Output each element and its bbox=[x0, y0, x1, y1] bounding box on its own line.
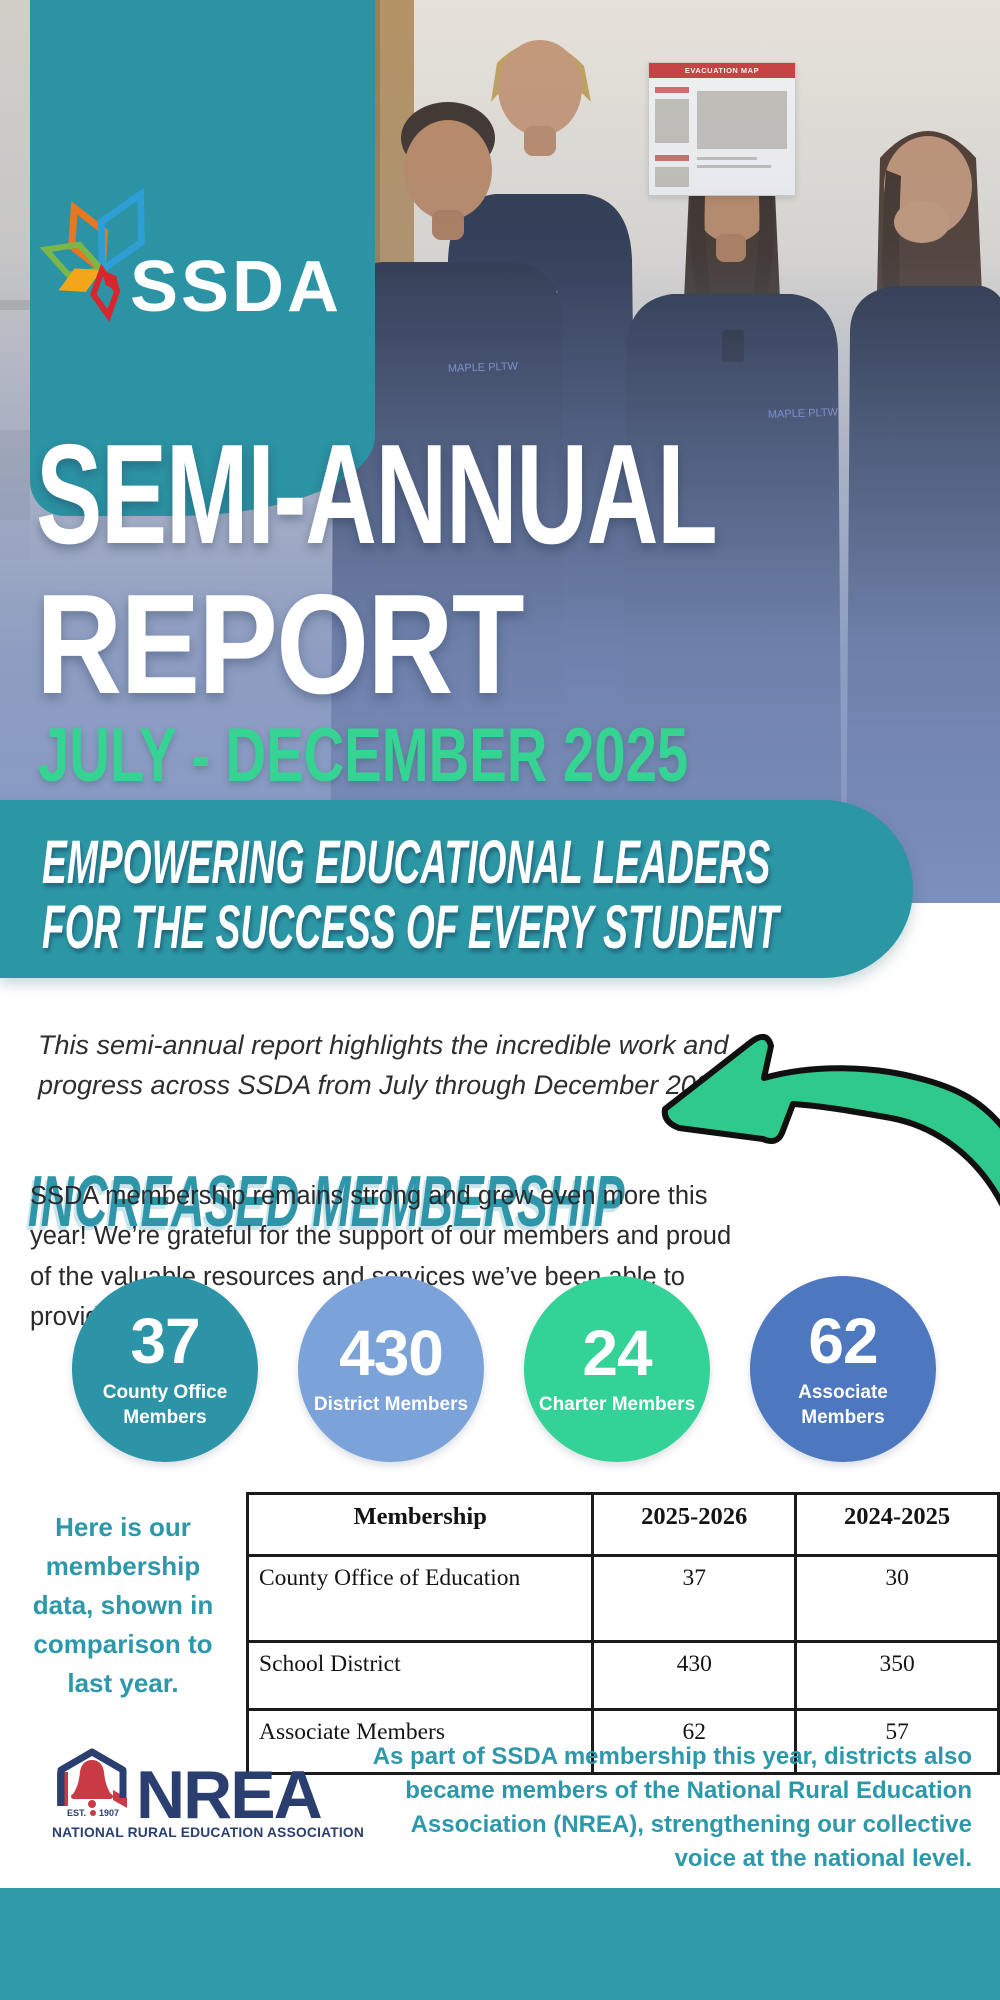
table-row: School District 430 350 bbox=[245, 1640, 1000, 1711]
stat-value: 24 bbox=[582, 1317, 652, 1389]
table-header-2025-2026: 2025-2026 bbox=[591, 1492, 798, 1557]
ssda-logo-box: SSDA bbox=[30, 0, 375, 516]
stat-circle-associate: 62 Associate Members bbox=[750, 1276, 936, 1462]
nrea-membership-note: As part of SSDA membership this year, di… bbox=[372, 1743, 972, 1872]
membership-side-note: Here is our membership data, shown in co… bbox=[32, 1512, 214, 1698]
stat-label: Charter Members bbox=[538, 1394, 696, 1415]
nrea-bell-icon: EST. 1907 bbox=[57, 1748, 127, 1818]
nrea-est-label: EST. bbox=[67, 1808, 86, 1818]
section-heading-increased-membership: INCREASED MEMBERSHIP bbox=[28, 1161, 625, 1242]
ssda-flower-icon bbox=[40, 187, 145, 322]
table-cell: 62 bbox=[591, 1708, 798, 1775]
nrea-full-name: NATIONAL RURAL EDUCATION ASSOCIATION bbox=[52, 1825, 365, 1840]
stat-value: 37 bbox=[130, 1304, 200, 1377]
intro-paragraph: This semi-annual report highlights the i… bbox=[38, 1030, 734, 1100]
report-date-range: JULY - DECEMBER 2025 bbox=[38, 713, 689, 798]
table-row: Associate Members 62 57 bbox=[245, 1708, 1000, 1775]
table-header-2024-2025: 2024-2025 bbox=[794, 1492, 1000, 1557]
table-cell: 350 bbox=[794, 1640, 1000, 1711]
nrea-acronym: NREA bbox=[136, 1757, 323, 1833]
footer-bar: WWW.SSDA.ORG E3 FORUM -ENGAGE - EMPOWER … bbox=[0, 1888, 1000, 2000]
stat-circle-charter: 24 Charter Members bbox=[524, 1276, 710, 1462]
report-title-line1: SEMI-ANNUAL bbox=[36, 415, 718, 574]
tagline-line2: FOR THE SUCCESS OF EVERY STUDENT bbox=[42, 893, 779, 961]
green-arrow-icon bbox=[661, 1033, 1000, 1207]
stat-circle-county-office: 37 County Office Members bbox=[72, 1276, 258, 1462]
membership-table: Membership 2025-2026 2024-2025 County Of… bbox=[245, 1492, 1000, 1775]
table-cell: 57 bbox=[794, 1708, 1000, 1775]
stat-label: Associate Members bbox=[798, 1381, 888, 1428]
report-title-line2: REPORT bbox=[36, 565, 525, 724]
stat-label: District Members bbox=[313, 1394, 469, 1415]
nrea-year-label: 1907 bbox=[99, 1808, 119, 1818]
stat-label: County Office Members bbox=[102, 1381, 228, 1428]
table-cell: School District bbox=[245, 1640, 595, 1711]
stat-value: 430 bbox=[339, 1317, 444, 1389]
stat-circle-district: 430 District Members bbox=[298, 1276, 484, 1462]
table-cell: 30 bbox=[794, 1554, 1000, 1643]
ssda-logo-text: SSDA bbox=[130, 247, 343, 327]
table-cell: 430 bbox=[591, 1640, 798, 1711]
table-row: County Office of Education 37 30 bbox=[245, 1554, 1000, 1643]
nrea-logo: EST. 1907 NREA NATIONAL RURAL EDUCATION … bbox=[52, 1748, 364, 1844]
tagline-line1: EMPOWERING EDUCATIONAL LEADERS bbox=[42, 828, 771, 896]
table-cell: 37 bbox=[591, 1554, 798, 1643]
table-header-membership: Membership bbox=[245, 1492, 595, 1557]
table-cell: County Office of Education bbox=[245, 1554, 595, 1643]
table-cell: Associate Members bbox=[245, 1708, 595, 1775]
stat-value: 62 bbox=[808, 1304, 878, 1377]
table-header-row: Membership 2025-2026 2024-2025 bbox=[245, 1492, 1000, 1557]
tagline-banner: EMPOWERING EDUCATIONAL LEADERS FOR THE S… bbox=[0, 800, 913, 978]
